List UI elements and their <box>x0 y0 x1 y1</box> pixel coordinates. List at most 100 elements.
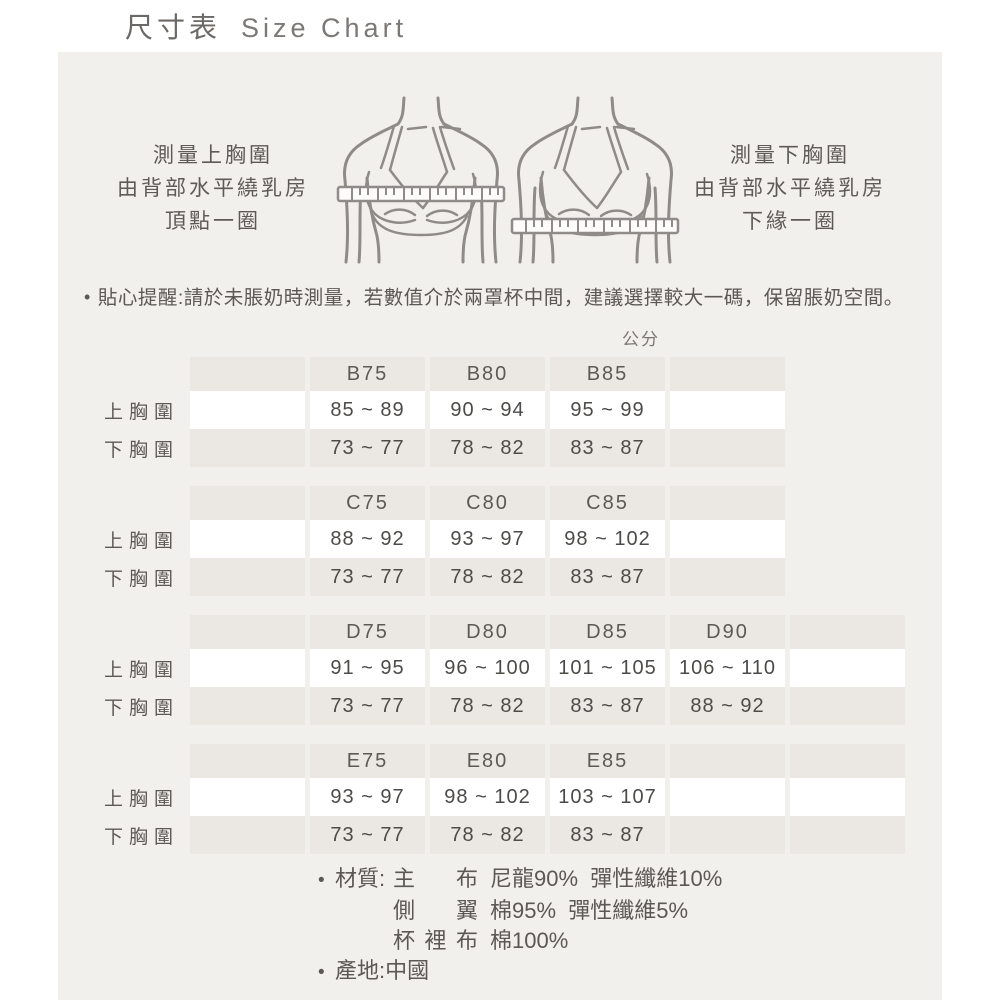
size-tables: B75 B80 B85 上胸圍 85 ~ 89 90 ~ 94 95 ~ 99 下胸圍 73 ~… <box>95 357 905 873</box>
material-label: 材質: <box>335 866 386 891</box>
size-value-cell: 88 ~ 92 <box>310 520 425 558</box>
empty-value-cell <box>670 391 785 429</box>
material-line-cup-lining: 杯 裡 布 棉100% <box>318 926 722 956</box>
row-label-upper-bust: 上胸圍 <box>104 401 180 423</box>
empty-value-cell <box>190 816 305 854</box>
size-column-header: D90 <box>670 615 785 649</box>
size-column-header: C85 <box>550 486 665 520</box>
guide-line: 由背部水平繞乳房 <box>117 177 309 200</box>
empty-value-cell <box>670 520 785 558</box>
empty-value-cell <box>190 429 305 467</box>
size-value-cell: 91 ~ 95 <box>310 649 425 687</box>
size-value-cell: 78 ~ 82 <box>430 816 545 854</box>
size-column-header: C75 <box>310 486 425 520</box>
reminder-note: • 貼心提醒:請於未脹奶時測量，若數值介於兩罩杯中間，建議選擇較大一碼，保留脹奶空… <box>84 281 904 310</box>
size-value-cell: 78 ~ 82 <box>430 687 545 725</box>
row-label-spacer <box>95 744 185 778</box>
reminder-text: 貼心提醒:請於未脹奶時測量，若數值介於兩罩杯中間，建議選擇較大一碼，保留脹奶空間… <box>97 287 904 309</box>
torso-upper-tape-icon <box>336 96 506 264</box>
bullet-icon: • <box>84 287 91 307</box>
torso-under-tape-icon <box>510 96 680 264</box>
upper-bust-guide-text: 測量上胸圍 由背部水平繞乳房 頂點一圈 <box>88 139 338 238</box>
empty-value-cell <box>190 391 305 429</box>
empty-value-cell <box>790 649 905 687</box>
under-bust-guide-text: 測量下胸圍 由背部水平繞乳房 下緣一圈 <box>665 139 915 238</box>
empty-header-cell <box>670 357 785 391</box>
material-part-char: 杯 <box>393 928 416 953</box>
row-label-under-bust: 下胸圍 <box>104 697 180 719</box>
empty-header-cell <box>190 486 305 520</box>
size-value-cell: 73 ~ 77 <box>310 558 425 596</box>
empty-value-cell <box>190 687 305 725</box>
empty-value-cell <box>790 687 905 725</box>
material-part-char: 裡 <box>424 928 447 953</box>
size-value-cell: 83 ~ 87 <box>550 816 665 854</box>
guide-line: 由背部水平繞乳房 <box>694 177 886 200</box>
row-label-under-bust: 下胸圍 <box>104 568 180 590</box>
row-label-spacer <box>95 357 185 391</box>
empty-value-cell <box>790 778 905 816</box>
size-table-C: C75 C80 C85 上胸圍 88 ~ 92 93 ~ 97 98 ~ 102 下胸圍 73 … <box>95 486 905 596</box>
row-label-under-bust: 下胸圍 <box>104 439 180 461</box>
material-part-name: 主 布 <box>393 864 478 894</box>
bullet-icon: • <box>318 870 325 891</box>
size-value-cell: 96 ~ 100 <box>430 649 545 687</box>
size-table-D: D75 D80 D85 D90 上胸圍 91 ~ 95 96 ~ 100 101 ~ 105 1… <box>95 615 905 725</box>
guide-line: 測量下胸圍 <box>730 144 850 167</box>
size-column-header: D85 <box>550 615 665 649</box>
material-line-main-fabric: • 材質: 主 布 尼龍90% 彈性纖維10% <box>318 864 722 896</box>
material-composition: 棉100% <box>490 928 569 953</box>
size-column-header: B80 <box>430 357 545 391</box>
page-title-zh: 尺寸表 <box>125 12 222 43</box>
size-value-cell: 73 ~ 77 <box>310 687 425 725</box>
row-label-upper-bust: 上胸圍 <box>104 659 180 681</box>
material-part-name: 杯 裡 布 <box>393 926 478 956</box>
size-column-header: E85 <box>550 744 665 778</box>
empty-value-cell <box>190 520 305 558</box>
origin-text: 產地:中國 <box>335 958 430 983</box>
empty-header-cell <box>190 357 305 391</box>
bullet-icon: • <box>318 962 325 983</box>
size-value-cell: 101 ~ 105 <box>550 649 665 687</box>
size-value-cell: 83 ~ 87 <box>550 429 665 467</box>
size-value-cell: 95 ~ 99 <box>550 391 665 429</box>
size-value-cell: 93 ~ 97 <box>310 778 425 816</box>
empty-header-cell <box>190 744 305 778</box>
empty-value-cell <box>670 778 785 816</box>
empty-value-cell <box>670 429 785 467</box>
size-column-header: E80 <box>430 744 545 778</box>
materials-block: • 材質: 主 布 尼龍90% 彈性纖維10% 側 翼 棉95% 彈性纖維5% … <box>318 864 722 988</box>
material-part-char: 側 <box>393 898 416 923</box>
size-column-header: B85 <box>550 357 665 391</box>
empty-value-cell <box>790 816 905 854</box>
size-value-cell: 90 ~ 94 <box>430 391 545 429</box>
size-column-header: D80 <box>430 615 545 649</box>
material-composition: 尼龍90% 彈性纖維10% <box>490 866 723 891</box>
size-value-cell: 78 ~ 82 <box>430 558 545 596</box>
empty-value-cell <box>190 649 305 687</box>
empty-header-cell <box>790 615 905 649</box>
size-value-cell: 93 ~ 97 <box>430 520 545 558</box>
material-line-side-wing: 側 翼 棉95% 彈性纖維5% <box>318 896 722 926</box>
empty-value-cell <box>670 558 785 596</box>
size-value-cell: 88 ~ 92 <box>670 687 785 725</box>
empty-header-cell <box>190 615 305 649</box>
guide-line: 測量上胸圍 <box>153 144 273 167</box>
origin-line: • 產地:中國 <box>318 956 722 988</box>
material-part-char: 布 <box>455 928 478 953</box>
size-column-header: D75 <box>310 615 425 649</box>
material-composition: 棉95% 彈性纖維5% <box>490 898 689 923</box>
under-bust-measure-illustration <box>504 92 686 270</box>
size-table-B: B75 B80 B85 上胸圍 85 ~ 89 90 ~ 94 95 ~ 99 下胸圍 73 ~… <box>95 357 905 467</box>
size-column-header: C80 <box>430 486 545 520</box>
size-column-header: E75 <box>310 744 425 778</box>
material-part-char: 主 <box>393 866 416 891</box>
size-value-cell: 73 ~ 77 <box>310 816 425 854</box>
size-column-header: B75 <box>310 357 425 391</box>
row-label-spacer <box>95 615 185 649</box>
size-table-E: E75 E80 E85 上胸圍 93 ~ 97 98 ~ 102 103 ~ 107 下胸圍 7… <box>95 744 905 854</box>
size-value-cell: 78 ~ 82 <box>430 429 545 467</box>
empty-header-cell <box>790 744 905 778</box>
page-title-en: Size Chart <box>241 13 408 43</box>
